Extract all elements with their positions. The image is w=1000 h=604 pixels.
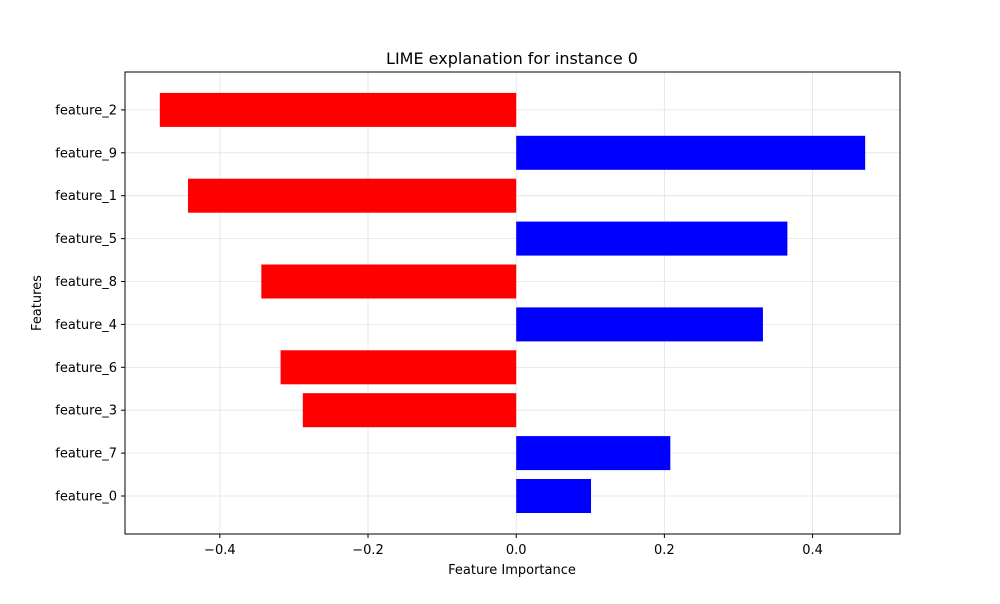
y-tick-label-feature_1: feature_1 <box>55 189 117 204</box>
chart-title: LIME explanation for instance 0 <box>386 49 638 68</box>
y-tick-label-feature_2: feature_2 <box>55 103 117 118</box>
x-axis-ticks: −0.4 −0.2 0.0 0.2 0.4 <box>204 534 823 558</box>
y-tick-label-feature_5: feature_5 <box>55 232 117 247</box>
bar-feature_0 <box>516 479 592 513</box>
bar-feature_6 <box>280 350 517 385</box>
bar-feature_1 <box>187 178 517 213</box>
bars <box>159 92 866 513</box>
y-tick-label-feature_3: feature_3 <box>55 404 117 419</box>
x-axis-label: Feature Importance <box>448 563 576 578</box>
bar-feature_8 <box>261 264 517 299</box>
bar-feature_2 <box>159 92 517 127</box>
y-axis-ticks: feature_0 feature_7 feature_3 feature_6 feat… <box>55 103 125 505</box>
y-axis-label: Features <box>30 275 45 331</box>
y-tick-label-feature_0: feature_0 <box>55 490 117 505</box>
y-tick-label-feature_8: feature_8 <box>55 275 117 290</box>
bar-feature_5 <box>516 221 788 256</box>
bar-feature_9 <box>516 135 866 170</box>
y-tick-label-feature_7: feature_7 <box>55 447 117 462</box>
x-tick-label: 0.4 <box>802 543 823 558</box>
bar-feature_7 <box>516 436 671 471</box>
x-tick-label: −0.4 <box>204 543 236 558</box>
x-tick-label: 0.2 <box>654 543 675 558</box>
y-tick-label-feature_9: feature_9 <box>55 146 117 161</box>
bar-feature_3 <box>302 393 517 428</box>
x-tick-label: 0.0 <box>506 543 527 558</box>
y-tick-label-feature_4: feature_4 <box>55 318 117 333</box>
y-tick-label-feature_6: feature_6 <box>55 361 117 376</box>
x-tick-label: −0.2 <box>352 543 384 558</box>
plot-frame <box>124 71 901 535</box>
bar-feature_4 <box>516 307 763 342</box>
